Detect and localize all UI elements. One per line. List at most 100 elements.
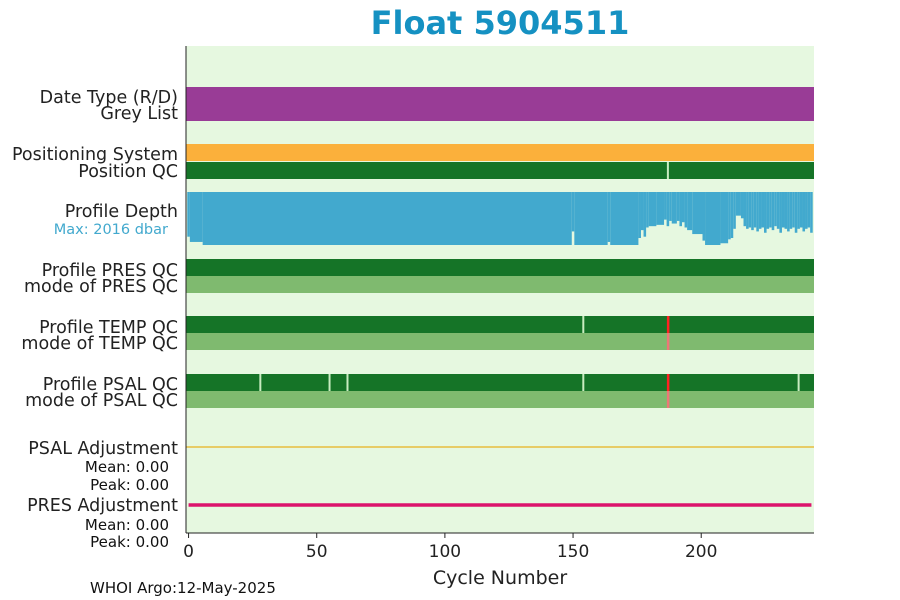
- depth-bar: [728, 192, 731, 240]
- gap-mark-profile-psal-qc: [259, 374, 262, 391]
- depth-bar: [735, 192, 741, 216]
- bad-mark-profile-psal-qc: [666, 374, 670, 391]
- depth-bar: [202, 192, 572, 245]
- gap-mark-profile-temp-qc: [582, 316, 585, 333]
- x-tick-label: 50: [306, 542, 328, 562]
- depth-bar: [189, 192, 203, 242]
- label-psal-adjustment: PSAL Adjustment: [28, 439, 178, 459]
- label-mode-of-pres-qc: mode of PRES QC: [24, 277, 178, 297]
- x-tick-label: 200: [685, 542, 717, 562]
- psal-adjustment-mean: Mean: 0.00: [85, 458, 169, 476]
- chart-title: Float 5904511: [371, 4, 630, 42]
- depth-bar: [610, 192, 639, 245]
- band-mode-of-psal-qc: [186, 391, 814, 408]
- label-profile-psal-qc: Profile PSAL QC: [43, 375, 178, 395]
- band-mode-of-temp-qc: [186, 333, 814, 350]
- row-labels: Date Type (R/D)Grey List Positioning Syst…: [12, 88, 178, 551]
- depth-bar: [787, 192, 790, 232]
- depth-bar: [676, 192, 680, 221]
- depth-bar: [799, 192, 803, 228]
- x-tick-label: 0: [183, 542, 194, 562]
- gap-mark-profile-psal-qc: [328, 374, 331, 391]
- pres-adjustment-mean: Mean: 0.00: [85, 516, 169, 534]
- depth-bar: [761, 192, 765, 228]
- depth-bar: [766, 192, 770, 229]
- depth-bar: [692, 192, 703, 235]
- depth-max-label: Max: 2016 dbar: [54, 222, 168, 238]
- depth-bar: [638, 192, 641, 239]
- footer-credit: WHOI Argo:12-May-2025: [90, 579, 276, 597]
- label-mode-of-temp-qc: mode of TEMP QC: [21, 334, 178, 354]
- depth-bar: [640, 192, 644, 231]
- depth-bar: [784, 192, 788, 229]
- depth-bar: [720, 192, 729, 244]
- depth-bar: [771, 192, 775, 231]
- label-profile-depth: Profile Depth: [65, 202, 178, 222]
- bad-mark-mode-of-psal-qc: [666, 391, 670, 408]
- depth-bar: [802, 192, 806, 232]
- band-date-type-r-d: [186, 87, 814, 121]
- depth-bar: [669, 192, 672, 221]
- depth-bar: [705, 192, 721, 245]
- depth-bar: [666, 192, 670, 227]
- label-mode-of-psal-qc: mode of PSAL QC: [25, 391, 178, 411]
- depth-bar: [740, 192, 744, 219]
- depth-bar: [743, 192, 747, 227]
- depth-bar: [789, 192, 793, 229]
- depth-bar: [810, 192, 813, 233]
- depth-bar: [681, 192, 685, 223]
- x-axis-label: Cycle Number: [433, 567, 567, 589]
- depth-bar: [187, 192, 190, 237]
- depth-bar: [687, 192, 693, 231]
- band-positioning-system: [186, 144, 814, 161]
- band-profile-pres-qc: [186, 259, 814, 276]
- depth-bar: [792, 192, 795, 228]
- depth-bar: [571, 192, 575, 232]
- label-position-qc: Position QC: [78, 162, 178, 182]
- depth-bar: [807, 192, 811, 228]
- label-date-type-r-d: Date Type (R/D): [40, 88, 178, 108]
- x-tick-label: 150: [557, 542, 589, 562]
- label-profile-temp-qc: Profile TEMP QC: [39, 318, 178, 338]
- depth-bar: [671, 192, 677, 224]
- depth-bar: [702, 192, 706, 241]
- gap-mark-profile-psal-qc: [797, 374, 800, 391]
- depth-bar: [751, 192, 754, 231]
- depth-bar: [748, 192, 752, 228]
- depth-bar: [781, 192, 785, 228]
- label-positioning-system: Positioning System: [12, 145, 178, 165]
- label-pres-adjustment: PRES Adjustment: [27, 496, 178, 516]
- label-grey-list: Grey List: [100, 104, 178, 124]
- depth-bar: [776, 192, 780, 229]
- x-tick-label: 100: [429, 542, 461, 562]
- depth-bar: [797, 192, 800, 229]
- depth-bar: [779, 192, 782, 233]
- band-profile-psal-qc: [186, 374, 814, 391]
- depth-bar: [758, 192, 762, 229]
- depth-bar: [679, 192, 682, 227]
- depth-bar: [746, 192, 749, 229]
- plot-area: [186, 46, 814, 533]
- gap-mark-position-qc: [666, 162, 669, 179]
- depth-bar: [643, 192, 647, 237]
- band-position-qc: [186, 162, 814, 179]
- x-axis: 0 50 100 150 200: [183, 46, 814, 562]
- gap-mark-profile-psal-qc: [582, 374, 585, 391]
- depth-bar: [646, 192, 649, 228]
- band-mode-of-pres-qc: [186, 276, 814, 293]
- label-profile-pres-qc: Profile PRES QC: [42, 261, 178, 281]
- depth-bar: [764, 192, 767, 233]
- depth-bar: [805, 192, 808, 229]
- depth-bar: [607, 192, 611, 242]
- depth-bar: [769, 192, 772, 228]
- depth-bar: [684, 192, 688, 228]
- depth-bar: [756, 192, 759, 232]
- depth-bar: [656, 192, 665, 225]
- depth-bar: [794, 192, 798, 233]
- depth-bar: [664, 192, 667, 220]
- pres-adjustment-peak: Peak: 0.00: [90, 533, 169, 551]
- depth-bar: [733, 192, 736, 229]
- bad-mark-mode-of-temp-qc: [666, 333, 670, 350]
- gap-mark-profile-psal-qc: [346, 374, 349, 391]
